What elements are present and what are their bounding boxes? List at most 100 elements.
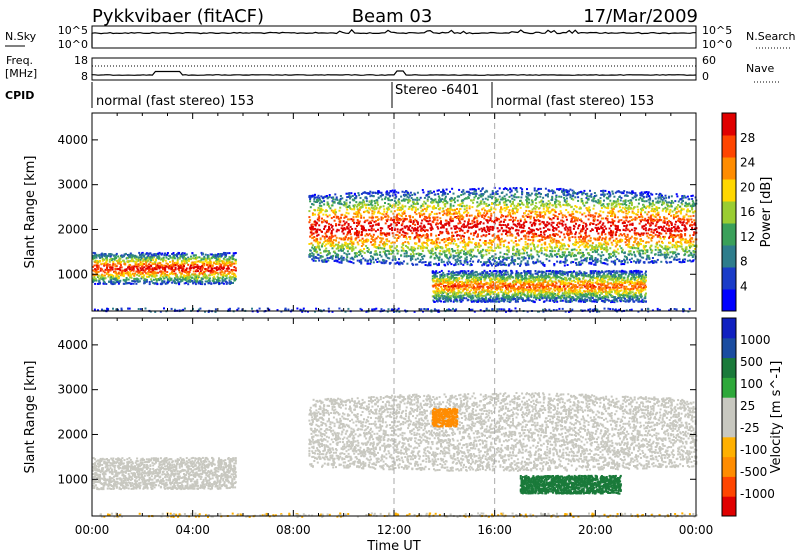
echo-cell <box>222 271 224 273</box>
echo-cell <box>385 260 387 262</box>
echo-cell <box>580 207 582 209</box>
echo-cell <box>405 199 407 201</box>
echo-cell <box>133 275 135 277</box>
echo-cell <box>96 280 98 282</box>
echo-cell <box>417 258 419 260</box>
echo-cell <box>190 258 192 260</box>
echo-cell <box>175 282 177 284</box>
echo-cell <box>479 239 481 241</box>
echo-cell <box>544 212 546 214</box>
echo-cell <box>541 239 543 241</box>
echo-cell <box>487 222 489 224</box>
noise-search-label: N.Search <box>746 30 796 43</box>
echo-cell <box>464 205 466 207</box>
echo-cell <box>472 238 474 240</box>
echo-cell <box>322 209 324 211</box>
echo-cell <box>579 261 581 263</box>
echo-cell <box>338 250 340 252</box>
echo-cell <box>363 201 365 203</box>
echo-cell <box>466 215 468 217</box>
echo-cell <box>358 222 360 224</box>
echo-cell <box>491 220 493 222</box>
echo-cell <box>235 267 237 269</box>
echo-cell <box>347 250 349 252</box>
echo-cell <box>476 246 478 248</box>
echo-cell <box>553 217 555 219</box>
echo-cell <box>350 233 352 235</box>
echo-cell <box>431 192 433 194</box>
echo-cell <box>420 253 422 255</box>
echo-cell <box>555 215 557 217</box>
echo-cell <box>569 240 571 242</box>
echo-cell <box>362 205 364 207</box>
echo-cell <box>452 220 454 222</box>
echo-cell <box>518 196 520 198</box>
echo-cell <box>402 244 404 246</box>
echo-cell <box>555 204 557 206</box>
echo-cell <box>128 266 130 268</box>
echo-cell <box>444 198 446 200</box>
echo-cell <box>326 222 328 224</box>
echo-cell <box>311 242 313 244</box>
echo-cell <box>353 249 355 251</box>
echo-cell <box>315 249 317 251</box>
echo-cell <box>208 267 210 269</box>
echo-cell <box>453 205 455 207</box>
echo-cell <box>408 255 410 257</box>
echo-cell <box>590 193 592 195</box>
echo-cell <box>576 206 578 208</box>
echo-cell <box>457 223 459 225</box>
echo-cell <box>447 208 449 210</box>
echo-cell <box>469 215 471 217</box>
echo-cell <box>480 190 482 192</box>
echo-cell <box>508 247 510 249</box>
echo-cell <box>209 277 211 279</box>
echo-cell <box>492 241 494 243</box>
echo-cell <box>506 231 508 233</box>
echo-cell <box>525 210 527 212</box>
echo-cell <box>460 237 462 239</box>
echo-cell <box>540 188 542 190</box>
echo-cell <box>600 210 602 212</box>
echo-cell <box>390 262 392 264</box>
echo-cell <box>583 192 585 194</box>
echo-cell <box>524 219 526 221</box>
echo-cell <box>560 212 562 214</box>
echo-cell <box>213 262 215 264</box>
echo-cell <box>98 265 100 267</box>
echo-cell <box>378 223 380 225</box>
echo-cell <box>332 242 334 244</box>
echo-cell <box>502 261 504 263</box>
echo-cell <box>488 264 490 266</box>
echo-cell <box>380 206 382 208</box>
echo-cell <box>204 283 206 285</box>
echo-cell <box>477 223 479 225</box>
echo-cell <box>157 272 159 274</box>
echo-cell <box>450 213 452 215</box>
echo-cell <box>577 196 579 198</box>
echo-cell <box>385 250 387 252</box>
echo-cell <box>395 196 397 198</box>
echo-cell <box>380 230 382 232</box>
echo-cell <box>406 238 408 240</box>
echo-cell <box>434 198 436 200</box>
echo-cell <box>566 259 568 261</box>
echo-cell <box>93 257 95 259</box>
echo-cell <box>502 259 504 261</box>
echo-cell <box>465 244 467 246</box>
echo-cell <box>341 203 343 205</box>
echo-cell <box>400 219 402 221</box>
echo-cell <box>523 225 525 227</box>
echo-cell <box>470 258 472 260</box>
echo-cell <box>438 259 440 261</box>
echo-cell <box>546 254 548 256</box>
echo-cell <box>551 248 553 250</box>
echo-cell <box>546 258 548 260</box>
echo-cell <box>120 264 122 266</box>
echo-cell <box>586 249 588 251</box>
echo-cell <box>314 214 316 216</box>
echo-cell <box>478 259 480 261</box>
echo-cell <box>422 189 424 191</box>
echo-cell <box>516 226 518 228</box>
echo-cell <box>404 205 406 207</box>
